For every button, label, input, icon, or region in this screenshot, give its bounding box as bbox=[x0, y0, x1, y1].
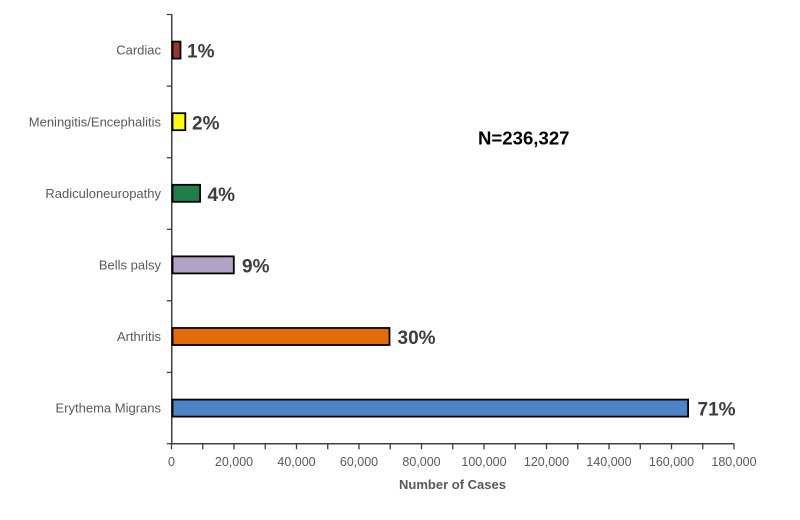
svg-text:20,000: 20,000 bbox=[215, 455, 253, 469]
svg-text:120,000: 120,000 bbox=[524, 455, 569, 469]
svg-text:140,000: 140,000 bbox=[586, 455, 631, 469]
svg-text:9%: 9% bbox=[242, 256, 270, 277]
svg-text:Bells palsy: Bells palsy bbox=[99, 257, 162, 272]
svg-text:Arthritis: Arthritis bbox=[117, 329, 162, 344]
svg-text:Cardiac: Cardiac bbox=[116, 43, 161, 58]
svg-text:1%: 1% bbox=[187, 42, 215, 63]
svg-text:4%: 4% bbox=[208, 185, 236, 206]
svg-text:71%: 71% bbox=[698, 400, 736, 421]
svg-text:Meningitis/Encephalitis: Meningitis/Encephalitis bbox=[29, 114, 162, 129]
svg-text:0: 0 bbox=[168, 455, 175, 469]
svg-text:30%: 30% bbox=[398, 328, 436, 349]
svg-text:100,000: 100,000 bbox=[461, 455, 506, 469]
svg-text:80,000: 80,000 bbox=[402, 455, 440, 469]
svg-text:Radiculoneuropathy: Radiculoneuropathy bbox=[45, 186, 161, 201]
svg-text:Number of Cases: Number of Cases bbox=[399, 477, 506, 492]
svg-text:2%: 2% bbox=[192, 113, 220, 134]
svg-text:180,000: 180,000 bbox=[711, 455, 756, 469]
svg-text:40,000: 40,000 bbox=[277, 455, 315, 469]
svg-text:Erythema Migrans: Erythema Migrans bbox=[56, 401, 162, 416]
svg-text:160,000: 160,000 bbox=[649, 455, 694, 469]
svg-text:N=236,327: N=236,327 bbox=[478, 128, 570, 149]
svg-text:60,000: 60,000 bbox=[340, 455, 378, 469]
